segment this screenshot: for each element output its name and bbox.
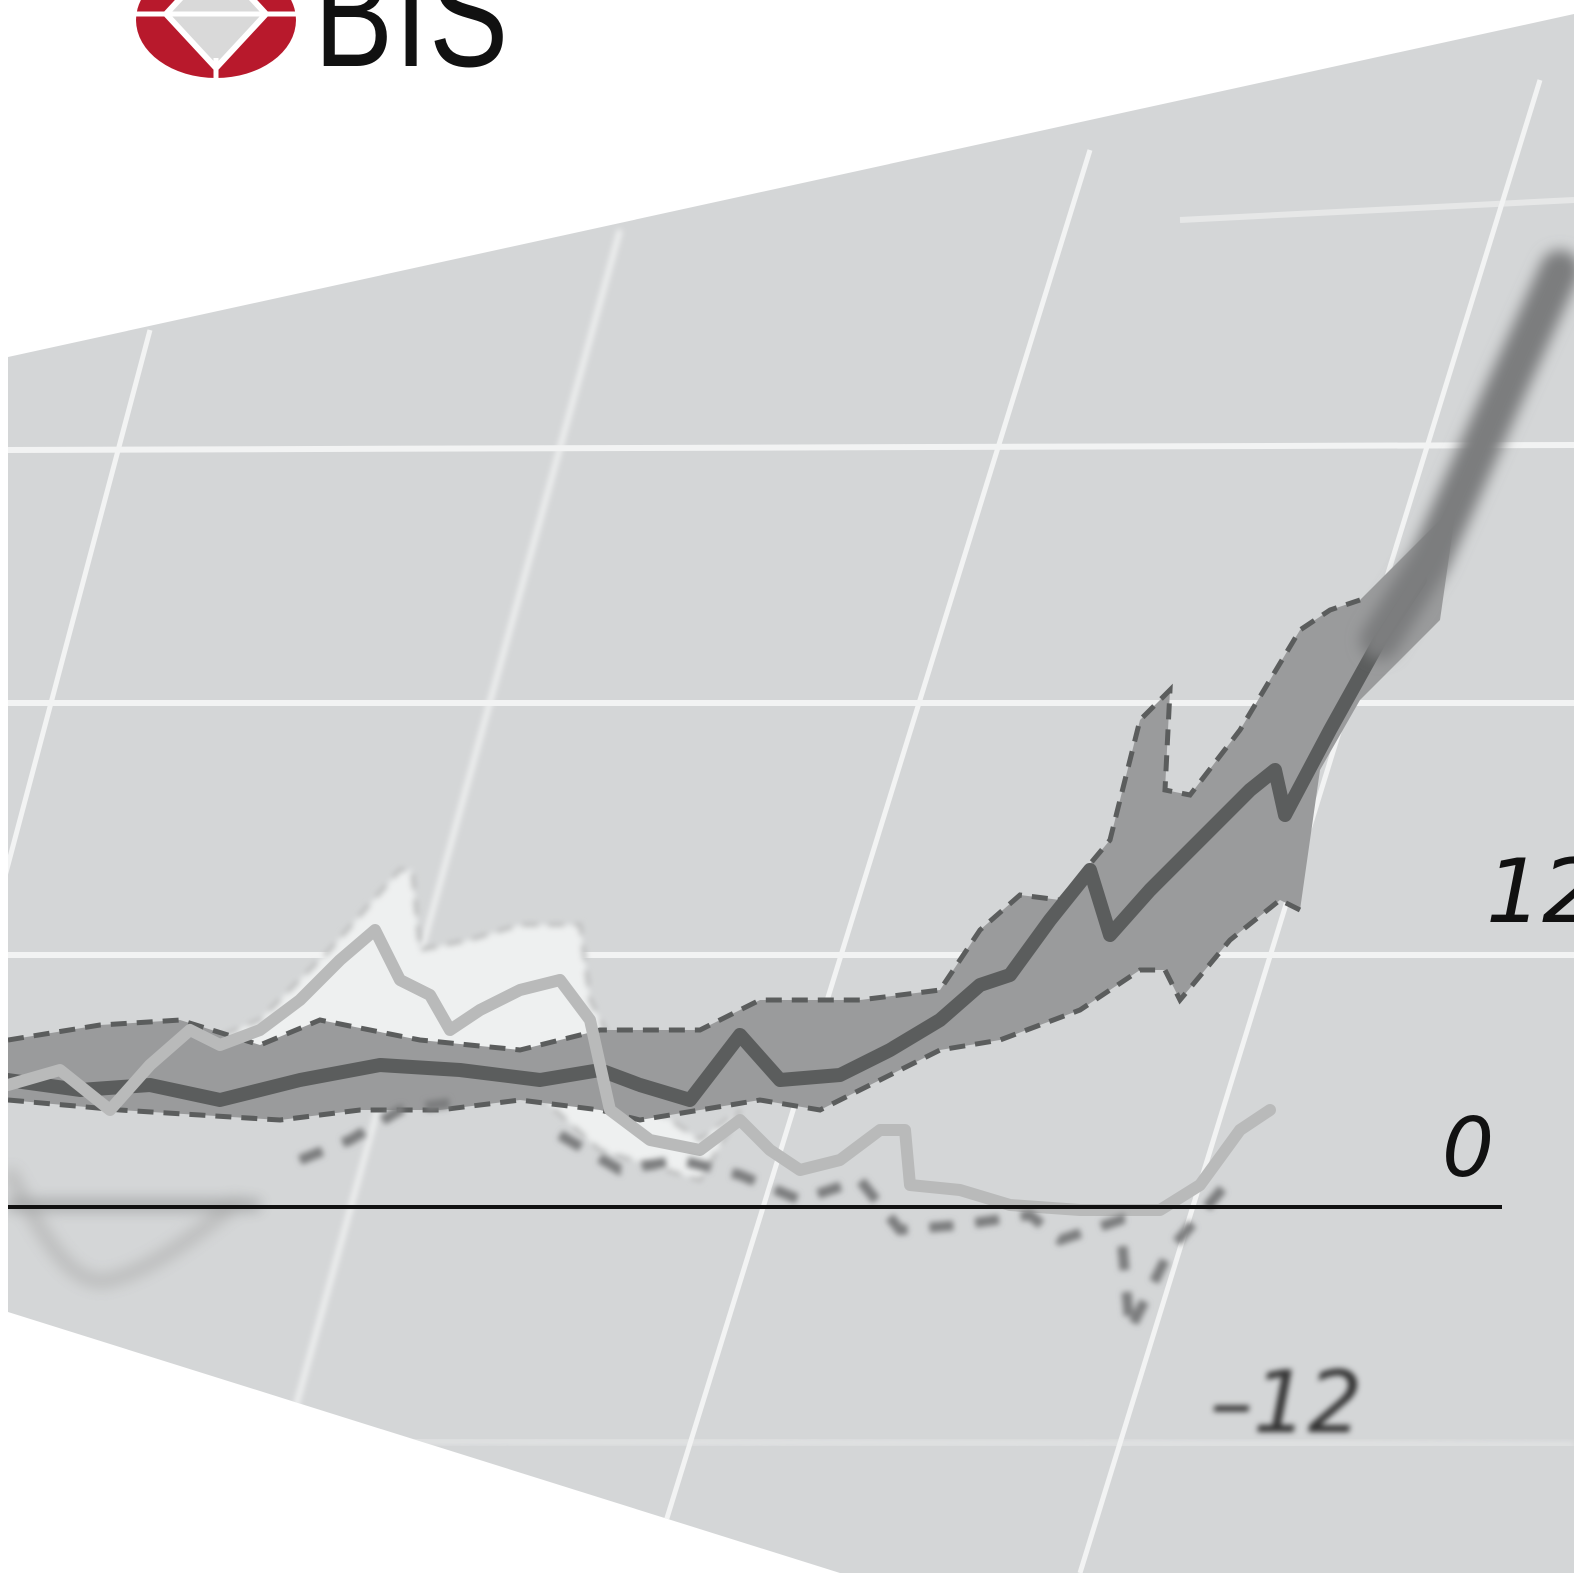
band-dark-lower-edge (8, 897, 1302, 1123)
tick-label-12: 12 (1486, 840, 1574, 943)
bis-logo-text: BIS (314, 0, 510, 99)
band-dark-upper-edge (8, 597, 1361, 1053)
tick-label-0: 0 (1442, 1101, 1495, 1196)
line-light (8, 924, 1276, 1216)
line-dark-far (1360, 250, 1574, 660)
chart-panel (8, 14, 1574, 1573)
bis-logo-emblem (136, 0, 296, 80)
line-dashed (298, 1095, 1234, 1348)
tick-label-minus-12: –12 (1210, 1353, 1363, 1453)
band-dark (8, 480, 1460, 1120)
line-dark (8, 573, 1427, 1107)
